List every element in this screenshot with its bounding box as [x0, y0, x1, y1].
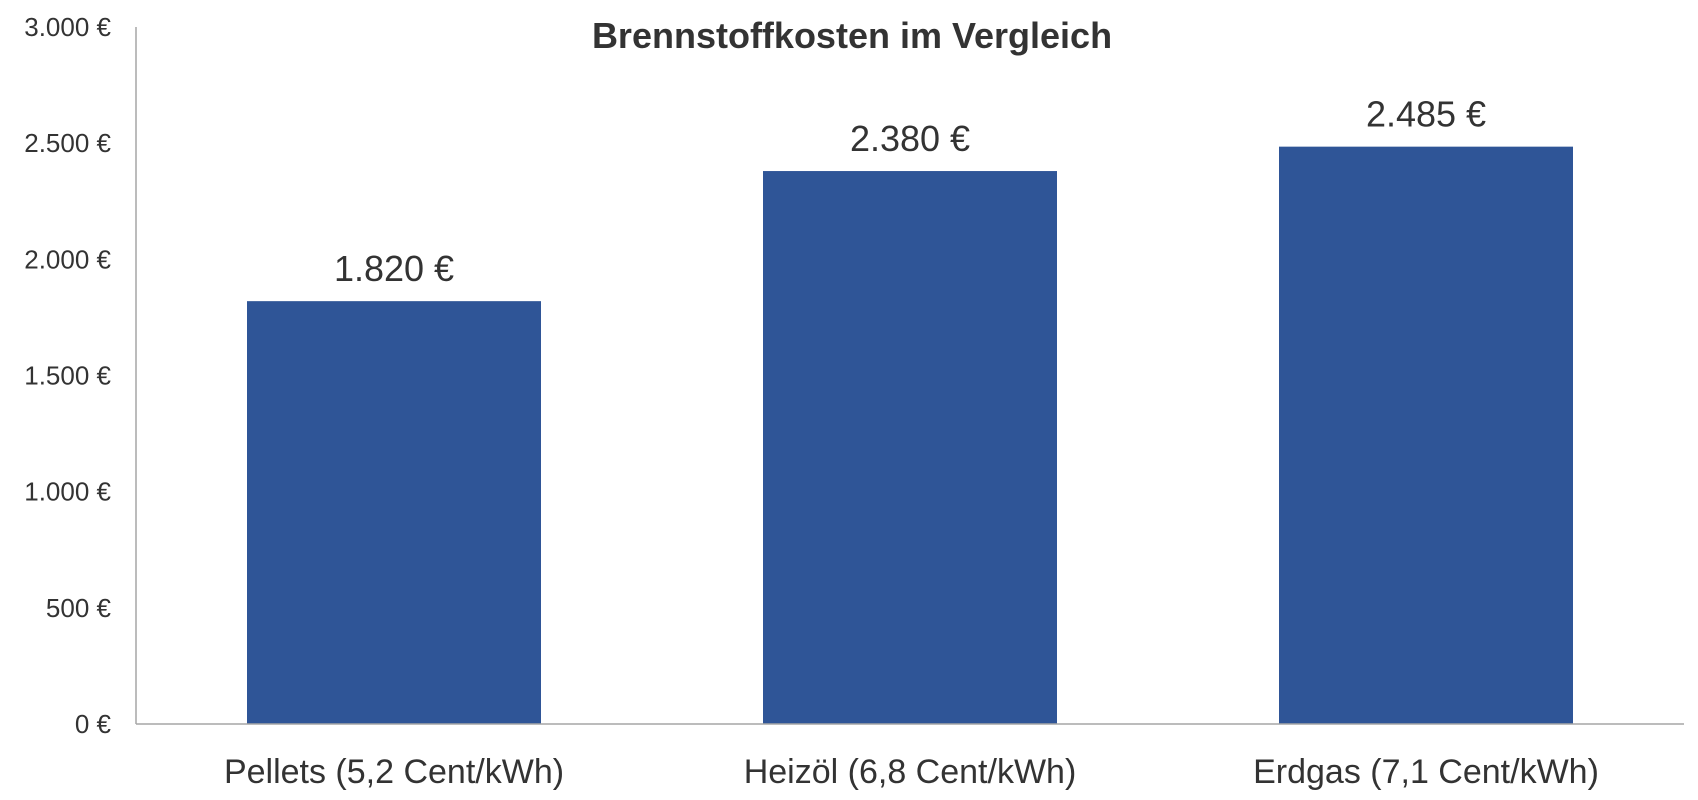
- x-axis-ticks: Pellets (5,2 Cent/kWh) Heizöl (6,8 Cent/k…: [224, 753, 1599, 791]
- y-tick-label: 500 €: [46, 593, 112, 623]
- y-tick-label: 3.000 €: [24, 12, 111, 42]
- x-tick-label: Pellets (5,2 Cent/kWh): [224, 753, 564, 791]
- chart-title: Brennstoffkosten im Vergleich: [592, 15, 1112, 56]
- y-tick-label: 2.500 €: [24, 128, 111, 158]
- x-tick-label: Heizöl (6,8 Cent/kWh): [744, 753, 1077, 791]
- bar: [1279, 146, 1573, 724]
- bar: [247, 301, 541, 724]
- data-label: 2.485 €: [1366, 94, 1486, 135]
- y-tick-label: 0 €: [75, 709, 112, 739]
- y-tick-label: 1.000 €: [24, 477, 111, 507]
- bars: [247, 146, 1573, 725]
- data-label: 1.820 €: [334, 248, 454, 289]
- y-tick-label: 2.000 €: [24, 244, 111, 274]
- y-tick-label: 1.500 €: [24, 361, 111, 391]
- y-axis-ticks: 0 € 500 € 1.000 € 1.500 € 2.000 € 2.500 € 3.00…: [24, 12, 111, 739]
- data-labels: 1.820 € 2.380 € 2.485 €: [334, 94, 1486, 290]
- x-tick-label: Erdgas (7,1 Cent/kWh): [1253, 753, 1599, 791]
- data-label: 2.380 €: [850, 118, 970, 159]
- bar: [763, 171, 1057, 725]
